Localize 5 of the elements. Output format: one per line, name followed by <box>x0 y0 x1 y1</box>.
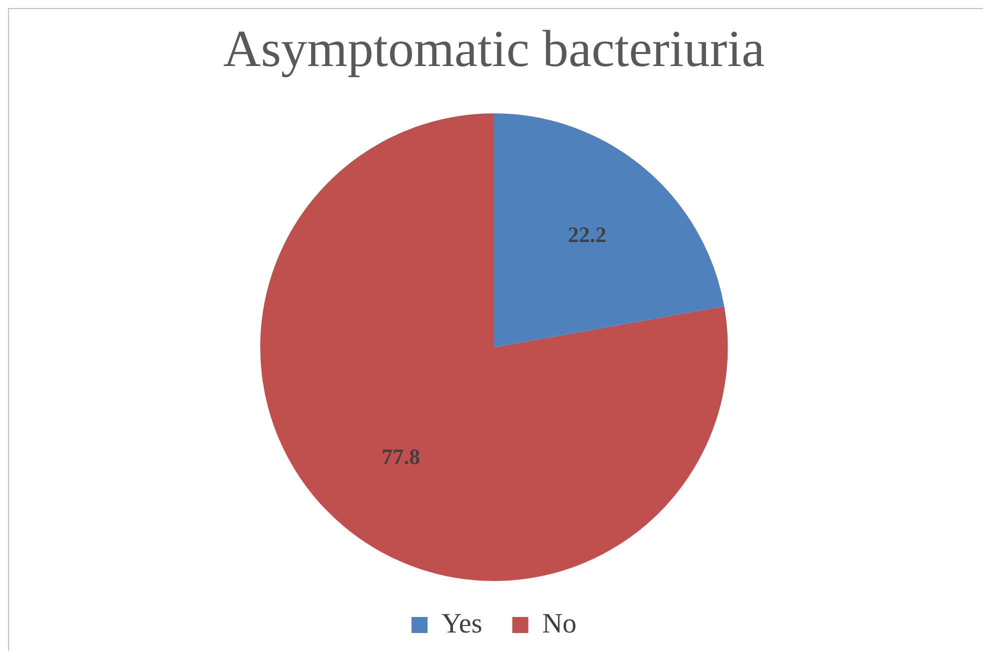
data-label: 77.8 <box>382 444 420 469</box>
legend-label: Yes <box>442 608 482 640</box>
data-label: 22.2 <box>568 222 606 247</box>
legend-label: No <box>542 608 576 640</box>
chart-title: Asymptomatic bacteriuria <box>223 20 765 78</box>
